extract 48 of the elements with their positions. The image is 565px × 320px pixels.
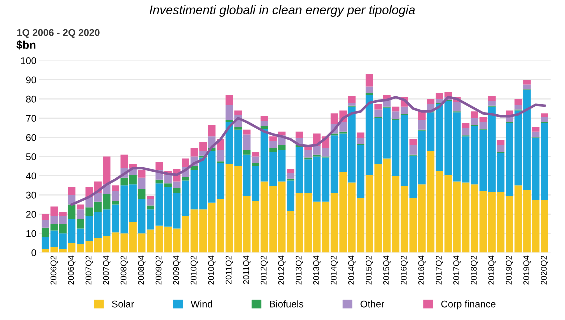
x-tick-label: 2011Q2 <box>226 256 234 284</box>
x-tick-label: 2006Q4 <box>68 256 76 285</box>
legend-label: Solar <box>112 300 134 308</box>
legend-label: Wind <box>190 300 212 308</box>
y-tick-label: 90 <box>26 76 36 84</box>
x-tick-label: 2012Q2 <box>260 256 268 285</box>
x-tick-label: 2017Q2 <box>436 256 444 285</box>
y-tick-label: 50 <box>26 154 36 160</box>
x-tick-label: 2008Q4 <box>138 256 146 285</box>
x-tick-label: 2017Q4 <box>454 256 461 285</box>
x-tick-label: 2015Q4 <box>383 256 391 285</box>
x-tick-label: 2018Q2 <box>471 256 478 285</box>
x-tick-label: 2010Q2 <box>190 256 198 285</box>
y-tick-label: 0 <box>32 250 36 256</box>
x-tick-label: 2016Q4 <box>418 256 426 285</box>
x-tick-label: 2016Q2 <box>400 256 408 285</box>
x-tick-label: 2019Q4 <box>524 256 531 285</box>
x-tick-label: 2011Q4 <box>243 256 251 284</box>
x-tick-label: 2006Q2 <box>50 256 58 285</box>
x-tick-label: 2018Q4 <box>488 256 496 285</box>
x-tick-label: 2009Q4 <box>173 256 181 285</box>
x-tick-label: 2012Q4 <box>278 256 286 285</box>
x-tick-label: 2009Q2 <box>156 256 164 285</box>
x-tick-label: 2007Q4 <box>103 256 111 285</box>
y-tick-label: 60 <box>26 134 36 142</box>
y-tick-label: 20 <box>26 211 36 218</box>
x-tick-label: 2015Q2 <box>366 256 374 285</box>
y-axis-title: $bn <box>16 40 36 50</box>
legend-label: Corp finance <box>442 300 496 310</box>
y-tick-label: 100 <box>21 58 36 64</box>
x-tick-label: 2010Q4 <box>208 256 216 285</box>
y-tick-label: 80 <box>26 96 36 103</box>
x-tick-label: 2013Q2 <box>296 256 304 285</box>
y-tick-label: 40 <box>26 172 36 180</box>
chart-title: Investimenti globali in clean energy per tipologia <box>150 5 416 18</box>
x-tick-label: 2008Q2 <box>120 256 128 285</box>
chart-subtitle: 1Q 2006 - 2Q 2020 <box>18 29 100 38</box>
x-tick-label: 2014Q4 <box>348 256 356 285</box>
x-tick-label: 2013Q4 <box>313 256 321 285</box>
x-tick-label: 2007Q2 <box>86 256 94 285</box>
x-tick-label: 2020Q2 <box>541 256 548 285</box>
x-tick-label: 2019Q2 <box>506 256 514 285</box>
y-tick-label: 10 <box>26 230 36 238</box>
legend-label: Other <box>360 300 385 308</box>
legend-label: Biofuels <box>270 300 304 308</box>
y-tick-label: 70 <box>26 115 36 122</box>
x-tick-label: 2014Q2 <box>330 256 338 285</box>
y-tick-label: 30 <box>26 192 36 199</box>
